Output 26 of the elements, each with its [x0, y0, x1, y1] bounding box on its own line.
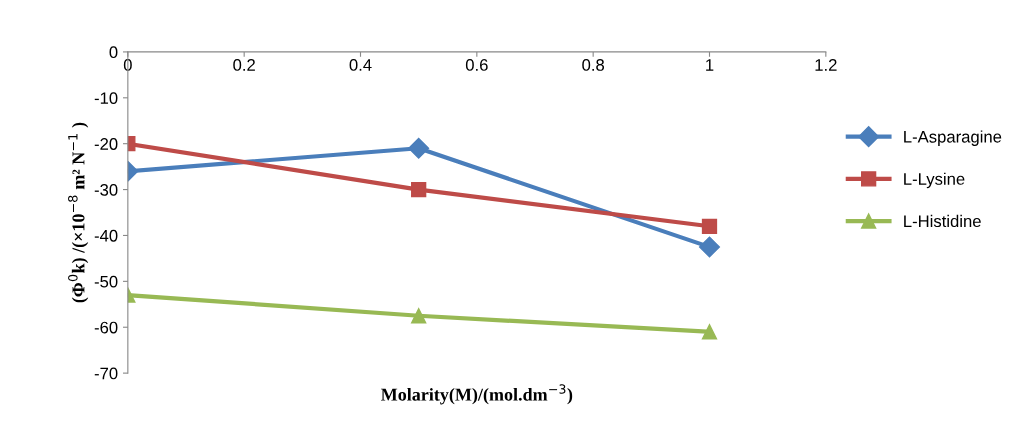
y-tick-label: -60	[94, 321, 118, 334]
y-axis-title: (Φ$^{0}$k) /(×10$^{−8}$ m² N$^{−1}$ )	[68, 122, 89, 303]
point	[411, 181, 427, 198]
x-tick-label: 1.2	[815, 59, 837, 71]
x-tick-label: 1	[706, 59, 714, 71]
x-axis-title: Molarity(M)/(mol.dm$^{−3}$)	[381, 384, 573, 405]
y-tick-label: -40	[94, 229, 118, 242]
y-tick-label: -20	[94, 138, 118, 150]
legend-label: L-Histidine	[904, 214, 981, 228]
point	[701, 324, 718, 340]
y-tick-label: -30	[94, 183, 118, 196]
point	[411, 308, 427, 324]
y-tick-label: 0	[109, 46, 118, 59]
y-tick-label: -50	[94, 275, 118, 288]
x-tick-label: 0.8	[582, 59, 605, 71]
x-tick-label: 0.6	[465, 59, 488, 71]
x-tick-label: 0	[123, 59, 132, 71]
legend-label: L-Lysine	[904, 172, 965, 189]
point	[701, 218, 718, 234]
x-tick-label: 0.4	[349, 59, 372, 71]
y-tick-label: -70	[94, 367, 118, 380]
y-tick-label: -10	[94, 92, 118, 105]
legend-label: L-Asparagine	[904, 130, 1002, 146]
point	[698, 236, 721, 258]
x-tick-label: 0.2	[233, 59, 255, 71]
point	[408, 137, 430, 159]
